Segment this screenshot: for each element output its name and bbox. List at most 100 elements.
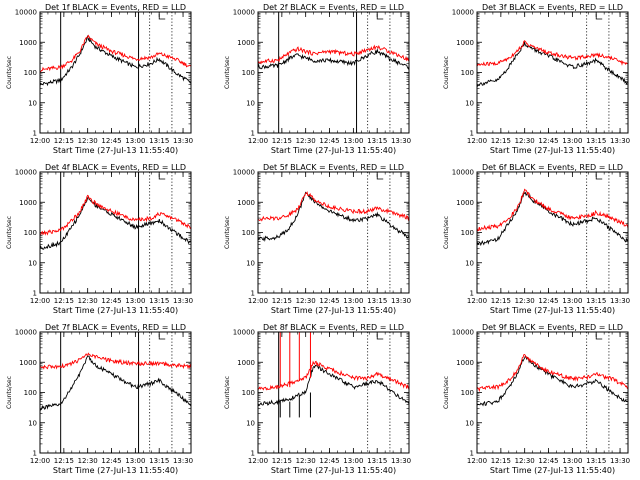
y-tick-label: 1	[470, 130, 474, 138]
y-tick-label: 1000	[456, 199, 474, 207]
time-marker	[376, 14, 384, 20]
y-tick-label: 1	[33, 450, 37, 458]
x-tick-label: 13:30	[610, 457, 630, 465]
x-tick-label: 13:15	[149, 137, 169, 145]
x-tick-label: 12:15	[272, 137, 292, 145]
x-tick-label: 13:00	[343, 457, 363, 465]
x-tick-label: 13:15	[586, 137, 606, 145]
x-axis-label: Start Time (27-Jul-13 11:55:40)	[53, 306, 178, 315]
x-tick-label: 12:30	[296, 457, 316, 465]
x-tick-label: 12:15	[54, 297, 74, 305]
chart-panel-2: Det 2f BLACK = Events, RED = LLD Start Ti…	[224, 3, 411, 155]
chart-panel-1: Det 1f BLACK = Events, RED = LLD Start Ti…	[6, 3, 193, 155]
x-tick-label: 12:15	[54, 137, 74, 145]
series-line-lld	[257, 360, 410, 391]
x-tick-label: 13:00	[125, 457, 145, 465]
y-tick-label: 1000	[237, 199, 255, 207]
y-tick-label: 1	[470, 290, 474, 298]
y-tick-label: 10	[28, 99, 37, 107]
x-tick-label: 13:00	[562, 137, 582, 145]
time-marker	[376, 174, 384, 180]
y-tick-label: 100	[461, 229, 474, 237]
plot-frame	[476, 331, 629, 454]
chart-title: Det 3f BLACK = Events, RED = LLD	[482, 3, 623, 12]
x-tick-label: 12:45	[101, 297, 121, 305]
x-axis-label: Start Time (27-Jul-13 11:55:40)	[271, 146, 396, 155]
chart-panel-6: Det 6f BLACK = Events, RED = LLD Start Ti…	[443, 163, 630, 315]
y-tick-label: 10000	[15, 329, 37, 337]
y-tick-label: 10000	[452, 169, 474, 177]
x-tick-label: 12:00	[30, 297, 50, 305]
y-tick-label: 100	[24, 389, 37, 397]
x-tick-label: 12:30	[515, 297, 535, 305]
y-tick-label: 1000	[237, 39, 255, 47]
y-tick-label: 1000	[19, 39, 37, 47]
plot-frame	[257, 11, 410, 134]
time-marker	[376, 334, 384, 340]
x-tick-label: 12:15	[54, 457, 74, 465]
y-axis-label: Counts/sec	[443, 376, 450, 409]
y-tick-label: 1	[251, 290, 255, 298]
plot-frame	[39, 171, 192, 294]
chart-panel-4: Det 4f BLACK = Events, RED = LLD Start Ti…	[6, 163, 193, 315]
y-tick-label: 1	[470, 450, 474, 458]
series-line-events	[476, 40, 629, 87]
y-tick-label: 1	[251, 130, 255, 138]
y-tick-label: 1000	[456, 39, 474, 47]
chart-panel-3: Det 3f BLACK = Events, RED = LLD Start Ti…	[443, 3, 630, 155]
x-tick-label: 13:30	[173, 137, 193, 145]
x-tick-label: 12:30	[78, 297, 98, 305]
plot-frame	[257, 171, 410, 294]
plot-frame	[476, 171, 629, 294]
x-tick-label: 13:30	[391, 297, 411, 305]
y-tick-label: 100	[461, 389, 474, 397]
x-tick-label: 13:00	[343, 137, 363, 145]
y-axis-label: Counts/sec	[6, 376, 13, 409]
y-tick-label: 10	[465, 99, 474, 107]
y-tick-label: 10000	[15, 9, 37, 17]
y-tick-label: 10000	[452, 329, 474, 337]
series-line-lld	[39, 352, 192, 370]
series-line-events	[476, 355, 629, 407]
x-tick-label: 13:15	[586, 297, 606, 305]
y-tick-label: 1000	[19, 199, 37, 207]
chart-title: Det 9f BLACK = Events, RED = LLD	[482, 323, 623, 332]
chart-panel-9: Det 9f BLACK = Events, RED = LLD Start Ti…	[443, 323, 630, 475]
y-tick-label: 10	[246, 99, 255, 107]
series-line-lld	[476, 353, 629, 393]
x-tick-label: 12:45	[319, 297, 339, 305]
y-tick-label: 100	[242, 69, 255, 77]
series-line-lld	[476, 188, 629, 232]
x-axis-label: Start Time (27-Jul-13 11:55:40)	[271, 306, 396, 315]
y-tick-label: 100	[24, 229, 37, 237]
plot-frame	[39, 331, 192, 454]
x-tick-label: 13:00	[562, 297, 582, 305]
y-axis-label: Counts/sec	[224, 216, 231, 249]
series-line-events	[257, 191, 410, 243]
x-tick-label: 12:45	[101, 137, 121, 145]
time-marker	[158, 14, 166, 20]
x-tick-label: 12:30	[78, 137, 98, 145]
x-tick-label: 12:30	[296, 297, 316, 305]
series-line-lld	[476, 40, 629, 67]
x-tick-label: 13:15	[367, 137, 387, 145]
y-tick-label: 1	[251, 450, 255, 458]
y-tick-label: 10000	[233, 9, 255, 17]
x-tick-label: 13:30	[391, 137, 411, 145]
time-marker	[595, 174, 603, 180]
chart-title: Det 8f BLACK = Events, RED = LLD	[263, 323, 404, 332]
series-line-lld	[39, 194, 192, 236]
x-tick-label: 12:00	[467, 137, 487, 145]
y-tick-label: 10	[28, 259, 37, 267]
chart-title: Det 5f BLACK = Events, RED = LLD	[263, 163, 404, 172]
y-tick-label: 100	[242, 389, 255, 397]
x-tick-label: 12:00	[467, 457, 487, 465]
series-line-events	[39, 355, 192, 411]
x-axis-label: Start Time (27-Jul-13 11:55:40)	[53, 466, 178, 475]
time-marker	[595, 14, 603, 20]
series-line-events	[257, 364, 410, 406]
x-tick-label: 12:00	[248, 457, 268, 465]
series-line-lld	[257, 191, 410, 222]
x-tick-label: 13:00	[125, 297, 145, 305]
x-tick-label: 12:30	[515, 137, 535, 145]
